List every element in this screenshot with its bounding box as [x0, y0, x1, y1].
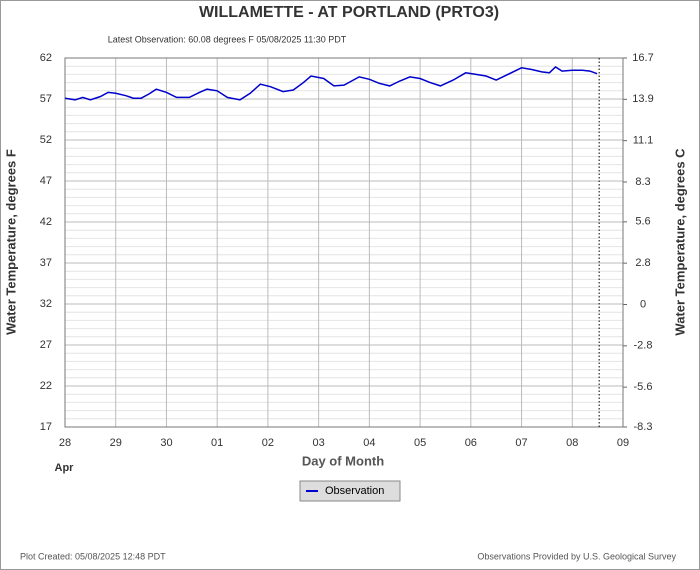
y2-tick-label: 11.1 — [633, 135, 654, 147]
y-axis-title: Water Temperature, degrees F — [3, 149, 18, 335]
x-tick-label: 07 — [515, 437, 527, 449]
y2-tick-label: 16.7 — [632, 52, 653, 64]
x-tick-label: 28 — [59, 437, 71, 449]
footer-left: Plot Created: 05/08/2025 12:48 PDT — [20, 551, 166, 561]
footer-right: Observations Provided by U.S. Geological… — [477, 551, 676, 561]
y-tick-label: 32 — [40, 298, 52, 310]
y-tick-label: 22 — [40, 380, 52, 392]
y-tick-label: 42 — [40, 216, 52, 228]
y-tick-label: 62 — [40, 52, 52, 64]
x-tick-label: 04 — [363, 437, 375, 449]
legend — [299, 480, 401, 502]
plot-area — [64, 57, 624, 428]
y2-tick-label: 13.9 — [632, 93, 653, 105]
plot-background — [65, 58, 623, 427]
chart-title: WILLAMETTE - AT PORTLAND (PRTO3) — [199, 4, 499, 21]
y2-tick-label: 2.8 — [635, 257, 650, 269]
subtitle: Latest Observation: 60.08 degrees F 05/0… — [108, 34, 347, 44]
x-tick-label: 08 — [566, 437, 578, 449]
y2-tick-label: -2.8 — [634, 340, 653, 352]
legend-label: Observation — [325, 485, 384, 497]
y-tick-label: 52 — [40, 134, 52, 146]
x-tick-label: 06 — [465, 437, 477, 449]
y-tick-label: 57 — [40, 93, 52, 105]
plot-border — [64, 57, 624, 428]
x-tick-label: 05 — [414, 437, 426, 449]
y2-tick-label: 8.3 — [635, 176, 650, 188]
x-tick-label: 30 — [160, 437, 172, 449]
y-tick-label: 37 — [40, 257, 52, 269]
y2-tick-label: -8.3 — [634, 421, 653, 433]
y2-tick-label: 0 — [640, 298, 646, 310]
x-tick-label: 29 — [110, 437, 122, 449]
y-tick-label: 47 — [40, 175, 52, 187]
y2-tick-label: 5.6 — [635, 216, 650, 228]
x-tick-label: 03 — [313, 437, 325, 449]
y2-tick-label: -5.6 — [634, 381, 653, 393]
x-tick-label: 09 — [617, 437, 629, 449]
x-tick-label: 01 — [211, 437, 223, 449]
y-tick-label: 27 — [40, 339, 52, 351]
x-tick-label: 02 — [262, 437, 274, 449]
x-sublabel: Apr — [55, 462, 75, 474]
y-tick-label: 17 — [40, 421, 52, 433]
y2-axis-title: Water Temperature, degrees C — [672, 148, 687, 336]
x-axis-title: Day of Month — [302, 453, 384, 468]
data-line — [64, 66, 598, 101]
